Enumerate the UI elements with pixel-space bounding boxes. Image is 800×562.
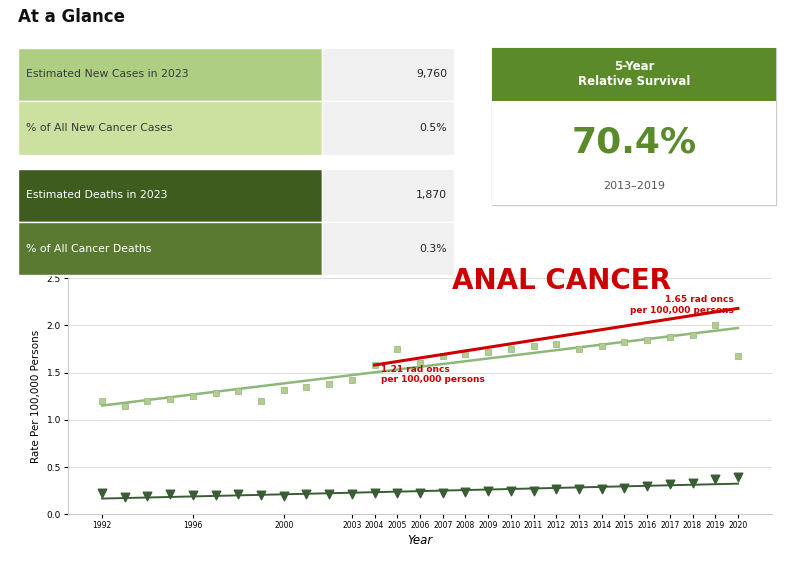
Point: [436, 489, 449, 498]
Point: [618, 338, 630, 347]
Point: [322, 490, 335, 499]
Point: [641, 335, 654, 344]
Point: [186, 491, 199, 500]
Point: [186, 392, 199, 401]
Point: [141, 492, 154, 501]
Text: 9,760: 9,760: [416, 70, 447, 79]
Point: [595, 342, 608, 351]
Point: [346, 375, 358, 384]
Point: [595, 484, 608, 493]
Point: [300, 490, 313, 499]
Text: 70.4%: 70.4%: [571, 126, 697, 160]
Text: 2013–2019: 2013–2019: [603, 182, 665, 192]
Point: [278, 385, 290, 394]
Point: [618, 483, 630, 492]
Point: [232, 387, 245, 396]
Point: [368, 489, 381, 498]
Text: Estimated Deaths in 2023: Estimated Deaths in 2023: [26, 191, 167, 200]
Point: [459, 349, 472, 358]
Text: 1,870: 1,870: [416, 191, 447, 200]
Text: 0.5%: 0.5%: [419, 123, 447, 133]
Point: [641, 482, 654, 491]
Point: [118, 401, 131, 410]
Point: [210, 491, 222, 500]
Point: [573, 484, 586, 493]
Point: [414, 359, 426, 368]
Point: [731, 473, 744, 482]
Point: [96, 396, 109, 405]
Point: [254, 491, 267, 500]
Point: [686, 479, 699, 488]
Text: 0.3%: 0.3%: [419, 244, 447, 253]
Point: [482, 486, 494, 495]
Point: [686, 330, 699, 339]
Text: 1.65 rad oncs
per 100,000 persons: 1.65 rad oncs per 100,000 persons: [630, 295, 734, 315]
Text: ANAL CANCER: ANAL CANCER: [452, 267, 671, 295]
Point: [436, 351, 449, 360]
Point: [232, 490, 245, 499]
Point: [527, 342, 540, 351]
Point: [414, 489, 426, 498]
Point: [731, 351, 744, 360]
Text: % of All New Cancer Cases: % of All New Cancer Cases: [26, 123, 172, 133]
Point: [300, 382, 313, 391]
Point: [663, 479, 676, 488]
Point: [709, 475, 722, 484]
Point: [96, 489, 109, 498]
X-axis label: Year: Year: [407, 534, 433, 547]
Point: [482, 347, 494, 356]
Point: [505, 486, 518, 495]
Text: % of All Cancer Deaths: % of All Cancer Deaths: [26, 244, 151, 253]
Point: [663, 332, 676, 341]
Point: [164, 395, 177, 404]
Point: [368, 361, 381, 370]
Text: 1.21 rad oncs
per 100,000 persons: 1.21 rad oncs per 100,000 persons: [382, 365, 486, 384]
Point: [346, 490, 358, 499]
Point: [210, 389, 222, 398]
Y-axis label: Rate Per 100,000 Persons: Rate Per 100,000 Persons: [31, 329, 41, 463]
Point: [391, 345, 404, 353]
Point: [505, 345, 518, 353]
Point: [391, 489, 404, 498]
Point: [459, 487, 472, 496]
Point: [709, 321, 722, 330]
Point: [322, 379, 335, 388]
Point: [278, 492, 290, 501]
Text: Estimated New Cases in 2023: Estimated New Cases in 2023: [26, 70, 188, 79]
Point: [550, 340, 562, 349]
Point: [550, 484, 562, 493]
Point: [141, 396, 154, 405]
Point: [254, 396, 267, 405]
Text: 5-Year
Relative Survival: 5-Year Relative Survival: [578, 61, 690, 88]
Point: [164, 490, 177, 499]
Point: [573, 345, 586, 353]
Point: [118, 493, 131, 502]
Point: [527, 486, 540, 495]
Text: At a Glance: At a Glance: [18, 8, 125, 26]
